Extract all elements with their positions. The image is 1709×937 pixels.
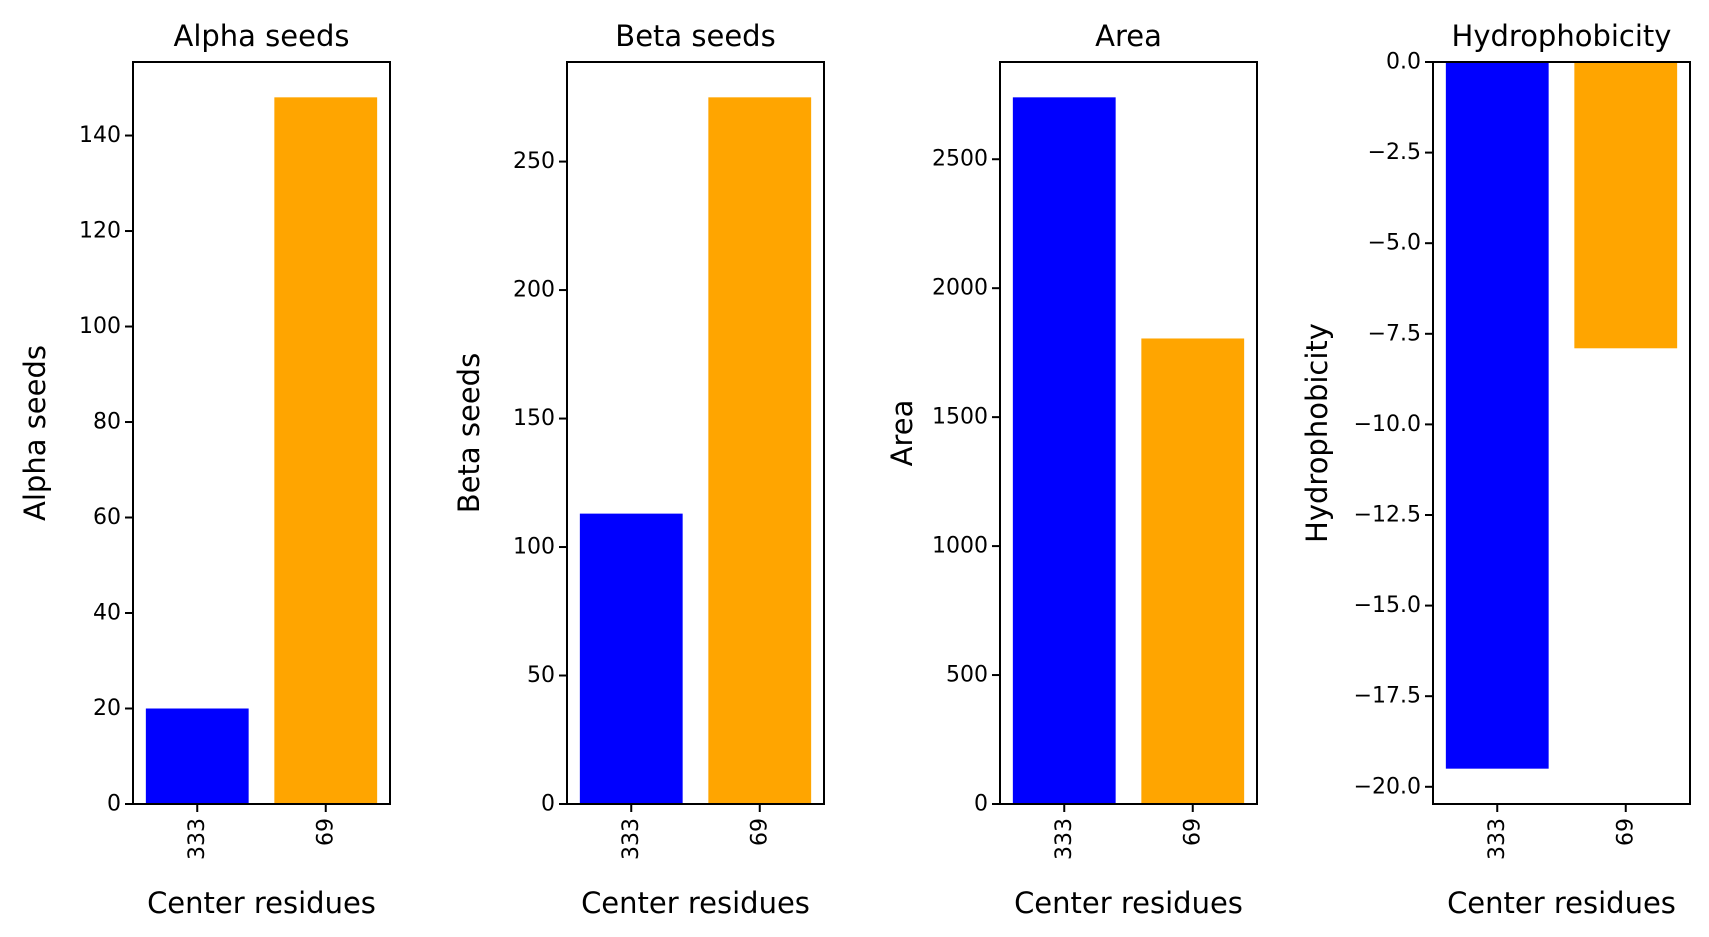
- chart-title: Alpha seeds: [174, 19, 350, 53]
- y-tick-label: −10.0: [1354, 412, 1421, 437]
- x-tick-label: 333: [185, 818, 210, 860]
- bar-69: [1141, 338, 1245, 804]
- x-tick-label: 69: [1180, 818, 1205, 846]
- y-tick-label: −2.5: [1368, 140, 1421, 165]
- bar-333: [579, 513, 683, 804]
- x-tick-label: 69: [747, 818, 772, 846]
- chart-panel-3: 0 500 1000 1500 2000 2500 333 69 Area Center resi…: [885, 19, 1258, 920]
- y-tick-label: 120: [79, 219, 121, 244]
- y-tick-label: 500: [946, 663, 988, 688]
- bar-69: [274, 97, 378, 805]
- y-tick-label: 0.0: [1386, 50, 1421, 75]
- y-tick-label: 100: [79, 314, 121, 339]
- chart-panel-2: 0 50 100 150 200 250 333 69 Beta seeds Center res…: [452, 19, 825, 920]
- y-tick-label: 0: [541, 792, 555, 817]
- chart-panel-4: 0.0 −2.5 −5.0 −7.5 −10.0 −12.5 −15.0 −17.5 −20.0…: [1300, 19, 1691, 920]
- y-tick-label: 250: [513, 149, 555, 174]
- bar-333: [1445, 62, 1549, 769]
- chart-title: Area: [1095, 19, 1162, 53]
- y-tick-label: −15.0: [1354, 593, 1421, 618]
- x-tick-label: 333: [1485, 818, 1510, 860]
- bar-333: [145, 708, 249, 804]
- x-tick-label: 333: [619, 818, 644, 860]
- y-axis-label: Beta seeds: [452, 353, 486, 513]
- y-tick-label: 150: [513, 406, 555, 431]
- y-tick-label: −5.0: [1368, 231, 1421, 256]
- chart-panel-1: 0 20 40 60 80 100 120 140 333 69 Alpha seeds Center…: [18, 19, 391, 920]
- bar-69: [1574, 62, 1678, 349]
- y-tick-label: 1000: [932, 534, 988, 559]
- bar-333: [1012, 97, 1116, 805]
- y-tick-label: −12.5: [1354, 502, 1421, 527]
- y-axis-label: Alpha seeds: [18, 345, 52, 521]
- y-tick-label: 20: [93, 696, 121, 721]
- y-tick-label: −20.0: [1354, 774, 1421, 799]
- y-axis-label: Hydrophobicity: [1300, 323, 1334, 543]
- y-tick-label: 100: [513, 535, 555, 560]
- bar-69: [708, 97, 812, 805]
- y-tick-label: 80: [93, 410, 121, 435]
- x-axis-label: Center residues: [1014, 886, 1243, 920]
- axes-frame: [1432, 61, 1691, 805]
- x-tick-label: 69: [1613, 818, 1638, 846]
- chart-title: Beta seeds: [615, 19, 775, 53]
- x-axis-label: Center residues: [1447, 886, 1676, 920]
- x-tick-label: 69: [313, 818, 338, 846]
- y-tick-label: 1500: [932, 405, 988, 430]
- y-tick-label: −17.5: [1354, 684, 1421, 709]
- x-axis-label: Center residues: [147, 886, 376, 920]
- chart-title: Hydrophobicity: [1452, 19, 1672, 53]
- y-tick-label: 2000: [932, 276, 988, 301]
- y-tick-label: 40: [93, 601, 121, 626]
- y-axis-label: Area: [885, 400, 919, 467]
- x-axis-label: Center residues: [581, 886, 810, 920]
- axes-frame: [999, 61, 1258, 805]
- axes-frame: [132, 61, 391, 805]
- y-tick-label: 60: [93, 505, 121, 530]
- y-tick-label: 0: [107, 792, 121, 817]
- y-tick-label: −7.5: [1368, 321, 1421, 346]
- axes-frame: [566, 61, 825, 805]
- y-tick-label: 0: [974, 792, 988, 817]
- x-tick-label: 333: [1052, 818, 1077, 860]
- y-tick-label: 200: [513, 278, 555, 303]
- y-tick-label: 140: [79, 123, 121, 148]
- y-tick-label: 2500: [932, 147, 988, 172]
- y-tick-label: 50: [527, 663, 555, 688]
